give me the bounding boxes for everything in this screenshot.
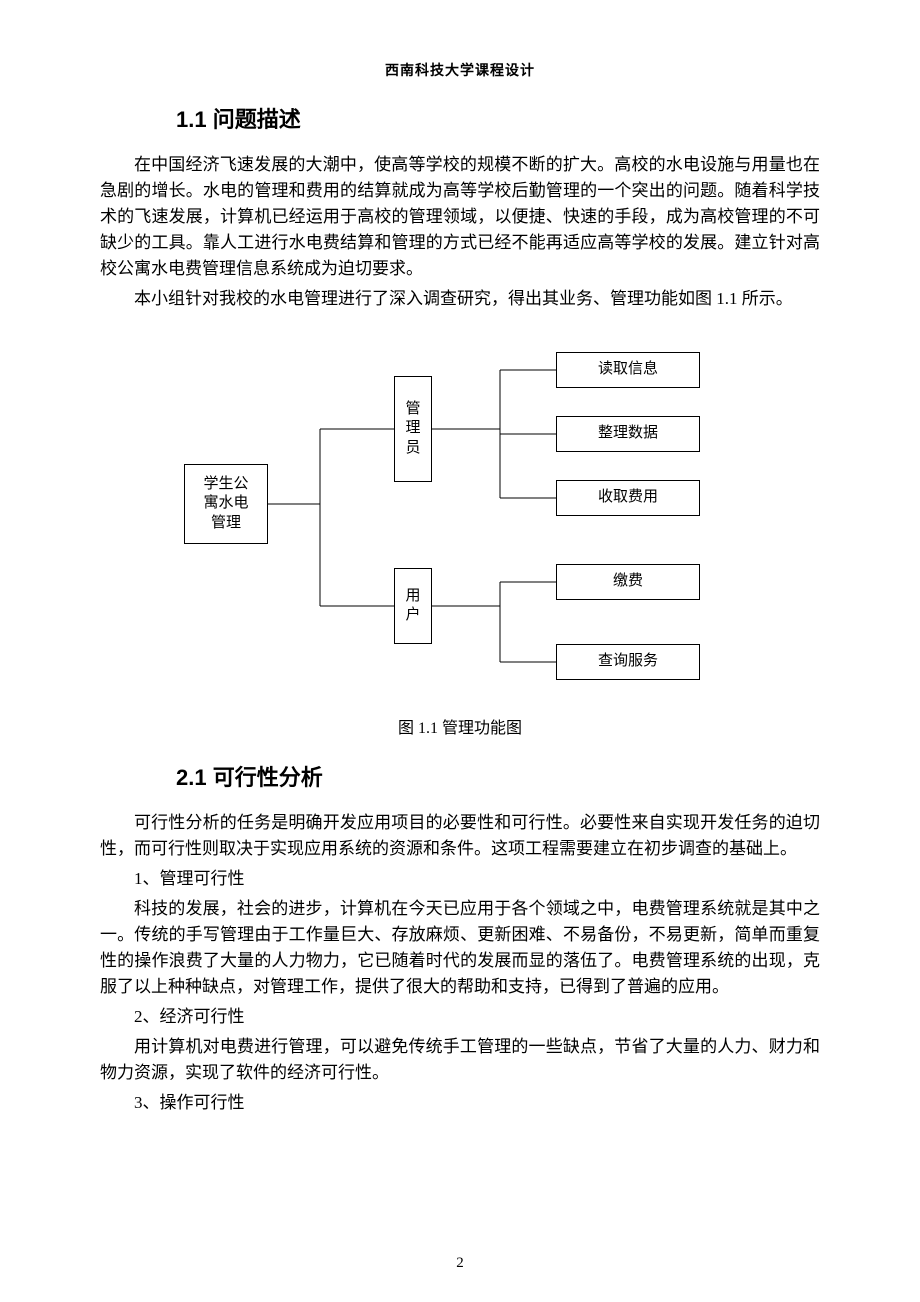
page: 西南科技大学课程设计 1.1 问题描述 在中国经济飞速发展的大潮中，使高等学校的…	[0, 0, 920, 1302]
flowchart-node-a3: 收取费用	[556, 480, 700, 516]
section-2-item-3: 3、操作可行性	[100, 1090, 820, 1116]
section-2-para-3: 用计算机对电费进行管理，可以避免传统手工管理的一些缺点，节省了大量的人力、财力和…	[100, 1034, 820, 1086]
section-2-para-2: 科技的发展，社会的进步，计算机在今天已应用于各个领域之中，电费管理系统就是其中之…	[100, 896, 820, 1000]
flowchart-node-admin: 管 理 员	[394, 376, 432, 482]
page-number: 2	[0, 1255, 920, 1272]
flowchart-node-root: 学生公 寓水电 管理	[184, 464, 268, 544]
section-2-para-1: 可行性分析的任务是明确开发应用项目的必要性和可行性。必要性来自实现开发任务的迫切…	[100, 810, 820, 862]
flowchart-node-u2: 查询服务	[556, 644, 700, 680]
flowchart-node-user: 用 户	[394, 568, 432, 644]
figure-caption: 图 1.1 管理功能图	[100, 714, 820, 738]
section-2-item-1: 1、管理可行性	[100, 866, 820, 892]
flowchart-node-a1: 读取信息	[556, 352, 700, 388]
running-head: 西南科技大学课程设计	[100, 60, 820, 80]
flowchart-node-a2: 整理数据	[556, 416, 700, 452]
section-1-para-1: 在中国经济飞速发展的大潮中，使高等学校的规模不断的扩大。高校的水电设施与用量也在…	[100, 152, 820, 282]
flowchart-node-u1: 缴费	[556, 564, 700, 600]
section-1-para-2: 本小组针对我校的水电管理进行了深入调查研究，得出其业务、管理功能如图 1.1 所…	[100, 286, 820, 312]
figure-1-1: 学生公 寓水电 管理 管 理 员用 户 读取信息整理数据收取费用缴费查询服务	[100, 336, 820, 706]
section-1-heading: 1.1 问题描述	[100, 102, 820, 134]
section-2-heading: 2.1 可行性分析	[100, 760, 820, 792]
section-2-item-2: 2、经济可行性	[100, 1004, 820, 1030]
